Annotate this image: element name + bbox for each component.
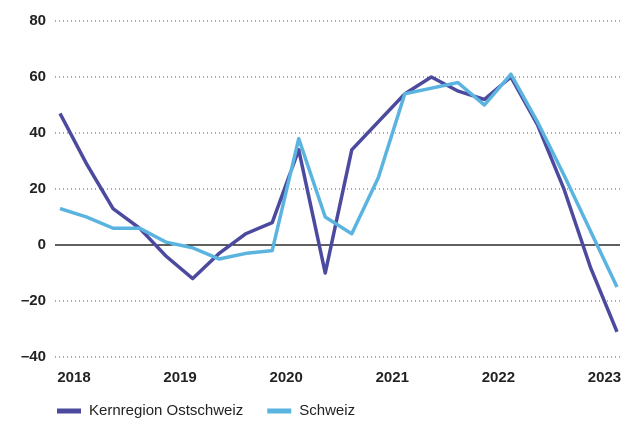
y-tick-label: 40 — [29, 124, 46, 141]
x-tick-label: 2020 — [270, 369, 303, 386]
y-tick-label: 80 — [29, 12, 46, 29]
y-tick-label: 20 — [29, 180, 46, 197]
y-tick-label: 0 — [38, 236, 46, 253]
legend-label: Schweiz — [299, 402, 355, 419]
x-tick-label: 2019 — [163, 369, 196, 386]
legend-label: Kernregion Ostschweiz — [89, 402, 243, 419]
x-tick-label: 2023 — [588, 369, 621, 386]
series-line — [59, 72, 619, 288]
y-tick-label: –20 — [21, 292, 46, 309]
y-tick-label: 60 — [29, 68, 46, 85]
x-tick-label: 2018 — [57, 369, 90, 386]
x-tick-label: 2021 — [376, 369, 409, 386]
y-tick-label: –40 — [21, 348, 46, 365]
x-tick-label: 2022 — [482, 369, 515, 386]
